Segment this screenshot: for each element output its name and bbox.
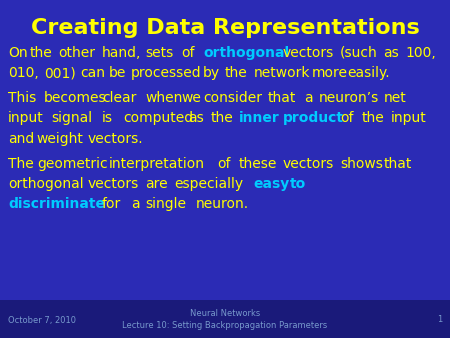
Text: that: that: [268, 91, 297, 105]
Text: geometric: geometric: [37, 157, 108, 171]
Text: of: of: [181, 46, 195, 60]
Text: orthogonal: orthogonal: [8, 177, 84, 191]
Text: the: the: [225, 66, 248, 80]
Text: interpretation: interpretation: [109, 157, 205, 171]
Text: clear: clear: [102, 91, 136, 105]
Text: October 7, 2010: October 7, 2010: [8, 315, 76, 324]
Text: shows: shows: [340, 157, 383, 171]
Text: is: is: [102, 112, 113, 125]
Text: can: can: [80, 66, 105, 80]
Text: discriminate: discriminate: [8, 197, 105, 211]
Text: vectors.: vectors.: [87, 131, 143, 146]
Text: processed: processed: [131, 66, 202, 80]
Text: and: and: [8, 131, 34, 146]
Text: 010,: 010,: [8, 66, 39, 80]
Text: vectors: vectors: [283, 157, 334, 171]
Text: net: net: [383, 91, 406, 105]
Text: (such: (such: [340, 46, 378, 60]
Text: for: for: [102, 197, 121, 211]
Text: the: the: [30, 46, 52, 60]
Text: by: by: [203, 66, 220, 80]
Text: single: single: [145, 197, 186, 211]
Text: of: of: [217, 157, 231, 171]
Text: sets: sets: [145, 46, 173, 60]
Text: more: more: [311, 66, 347, 80]
Text: are: are: [145, 177, 168, 191]
Text: as: as: [189, 112, 204, 125]
Text: especially: especially: [174, 177, 243, 191]
Text: On: On: [8, 46, 27, 60]
Text: easy: easy: [253, 177, 290, 191]
Text: be: be: [109, 66, 126, 80]
Text: input: input: [391, 112, 427, 125]
Text: of: of: [340, 112, 354, 125]
Text: 001): 001): [44, 66, 76, 80]
Text: these: these: [239, 157, 278, 171]
Text: consider: consider: [203, 91, 262, 105]
Text: input: input: [8, 112, 44, 125]
Text: a: a: [304, 91, 313, 105]
Text: other: other: [58, 46, 95, 60]
Text: This: This: [8, 91, 36, 105]
Text: neuron’s: neuron’s: [319, 91, 379, 105]
Text: that: that: [383, 157, 412, 171]
Text: Neural Networks: Neural Networks: [190, 310, 260, 318]
Text: to: to: [290, 177, 306, 191]
Text: signal: signal: [51, 112, 92, 125]
Text: inner: inner: [239, 112, 280, 125]
Text: product: product: [283, 112, 343, 125]
Text: as: as: [383, 46, 399, 60]
Text: The: The: [8, 157, 34, 171]
Text: orthogonal: orthogonal: [203, 46, 289, 60]
Text: the: the: [362, 112, 385, 125]
Text: easily.: easily.: [347, 66, 390, 80]
Text: network: network: [253, 66, 310, 80]
Text: a: a: [131, 197, 140, 211]
Text: the: the: [210, 112, 233, 125]
Bar: [0, 300, 450, 338]
Text: hand,: hand,: [102, 46, 141, 60]
Text: 1: 1: [437, 315, 442, 324]
Text: vectors: vectors: [87, 177, 139, 191]
Text: becomes: becomes: [44, 91, 107, 105]
Text: vectors: vectors: [283, 46, 334, 60]
Text: weight: weight: [37, 131, 84, 146]
Text: 100,: 100,: [405, 46, 436, 60]
Text: computed: computed: [124, 112, 194, 125]
Text: neuron.: neuron.: [196, 197, 249, 211]
Text: Lecture 10: Setting Backpropagation Parameters: Lecture 10: Setting Backpropagation Para…: [122, 321, 328, 331]
Text: when: when: [145, 91, 183, 105]
Text: we: we: [181, 91, 201, 105]
Text: Creating Data Representations: Creating Data Representations: [31, 18, 419, 38]
